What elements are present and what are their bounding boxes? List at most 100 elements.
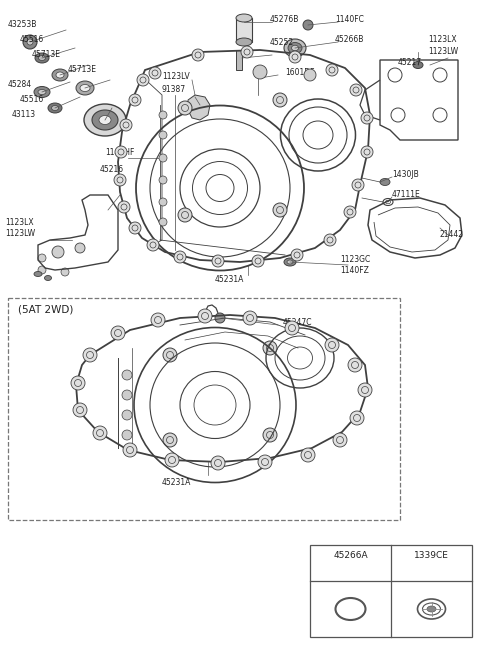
Text: 45713E: 45713E (32, 50, 61, 59)
Ellipse shape (38, 89, 46, 94)
Ellipse shape (56, 72, 64, 78)
Circle shape (243, 311, 257, 325)
Circle shape (253, 65, 267, 79)
Circle shape (241, 46, 253, 58)
Circle shape (71, 376, 85, 390)
Circle shape (178, 208, 192, 222)
Ellipse shape (284, 39, 306, 57)
Circle shape (258, 455, 272, 469)
Text: 45216: 45216 (100, 165, 124, 174)
Circle shape (159, 176, 167, 184)
Circle shape (252, 255, 264, 267)
Text: 1123LX: 1123LX (5, 218, 34, 227)
Text: 45252: 45252 (270, 38, 294, 47)
Ellipse shape (80, 85, 90, 91)
Circle shape (147, 239, 159, 251)
Circle shape (122, 370, 132, 380)
Circle shape (358, 383, 372, 397)
Circle shape (61, 268, 69, 276)
Circle shape (83, 348, 97, 362)
Circle shape (350, 411, 364, 425)
Circle shape (348, 358, 362, 372)
Text: 47111E: 47111E (392, 190, 421, 199)
Circle shape (159, 198, 167, 206)
Circle shape (122, 410, 132, 420)
Circle shape (325, 338, 339, 352)
Circle shape (192, 49, 204, 61)
Bar (236, 18, 252, 42)
Circle shape (75, 243, 85, 253)
Circle shape (149, 67, 161, 79)
Ellipse shape (236, 14, 252, 22)
Ellipse shape (52, 69, 68, 81)
Text: 1601DF: 1601DF (285, 68, 314, 77)
Text: 1123GC: 1123GC (340, 255, 370, 264)
Circle shape (291, 249, 303, 261)
Circle shape (289, 51, 301, 63)
Ellipse shape (92, 110, 118, 130)
Ellipse shape (341, 603, 360, 615)
Circle shape (344, 206, 356, 218)
Text: 45217: 45217 (398, 58, 422, 67)
Circle shape (174, 251, 186, 263)
Circle shape (93, 426, 107, 440)
Circle shape (333, 433, 347, 447)
Circle shape (122, 390, 132, 400)
Ellipse shape (76, 81, 94, 95)
Text: (5AT 2WD): (5AT 2WD) (18, 305, 73, 315)
Circle shape (301, 448, 315, 462)
Polygon shape (188, 95, 210, 120)
Circle shape (111, 326, 125, 340)
Circle shape (304, 69, 316, 81)
Circle shape (137, 74, 149, 86)
Text: 45276B: 45276B (270, 15, 300, 24)
Ellipse shape (427, 606, 436, 612)
Circle shape (273, 203, 287, 217)
Text: 45266B: 45266B (335, 35, 364, 44)
Circle shape (352, 179, 364, 191)
Text: 45231A: 45231A (215, 275, 244, 284)
Circle shape (73, 403, 87, 417)
Ellipse shape (38, 56, 46, 61)
Ellipse shape (84, 104, 126, 136)
Text: 1339CE: 1339CE (414, 551, 449, 560)
Ellipse shape (51, 105, 59, 111)
Text: 45266A: 45266A (333, 551, 368, 560)
Text: 91387: 91387 (162, 85, 186, 94)
Circle shape (122, 430, 132, 440)
Text: 45284: 45284 (8, 80, 32, 89)
Circle shape (159, 154, 167, 162)
Text: 45516: 45516 (20, 35, 44, 44)
Text: 1123LX: 1123LX (428, 35, 456, 44)
Circle shape (273, 93, 287, 107)
Ellipse shape (35, 53, 49, 63)
Ellipse shape (34, 87, 50, 98)
Ellipse shape (34, 272, 42, 276)
Circle shape (254, 69, 262, 77)
Bar (8, 298, 400, 520)
Ellipse shape (291, 45, 299, 50)
Text: 1123LV: 1123LV (162, 72, 190, 81)
Circle shape (159, 131, 167, 139)
Text: 1123LW: 1123LW (428, 47, 458, 56)
Circle shape (215, 313, 225, 323)
Text: 1140FC: 1140FC (335, 15, 364, 24)
Circle shape (159, 111, 167, 119)
Circle shape (23, 35, 37, 49)
Circle shape (324, 234, 336, 246)
Ellipse shape (48, 103, 62, 113)
Text: 1140FZ: 1140FZ (340, 266, 369, 275)
Text: 45231A: 45231A (162, 478, 192, 487)
Circle shape (115, 146, 127, 158)
Circle shape (212, 255, 224, 267)
Circle shape (129, 94, 141, 106)
Bar (310, 545, 472, 637)
Circle shape (326, 64, 338, 76)
Ellipse shape (413, 61, 423, 69)
Ellipse shape (284, 258, 296, 266)
Circle shape (361, 146, 373, 158)
Ellipse shape (288, 43, 302, 54)
Ellipse shape (380, 179, 390, 186)
Circle shape (361, 112, 373, 124)
Circle shape (151, 313, 165, 327)
